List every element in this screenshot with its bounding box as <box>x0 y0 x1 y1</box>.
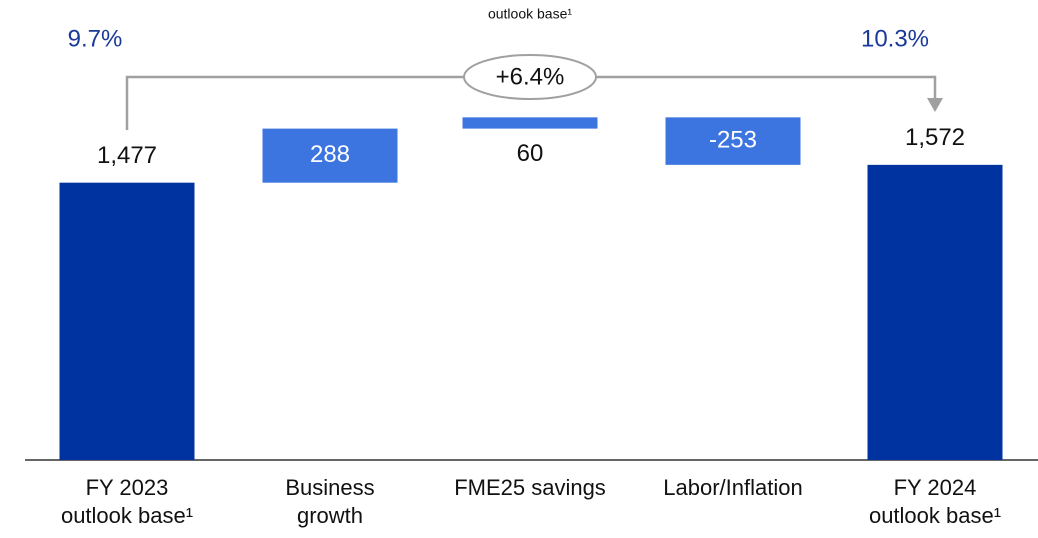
annotation: 10.3% <box>861 25 929 52</box>
annotation: 9.7% <box>68 25 123 52</box>
value-label: 1,477 <box>97 142 157 169</box>
annotation: outlook base¹ <box>488 6 572 22</box>
x-tick-label: Business growth <box>285 475 375 528</box>
annotation: +6.4% <box>496 63 565 90</box>
x-tick-label: Labor/Inflation <box>663 475 803 500</box>
value-label: 60 <box>517 140 544 167</box>
x-tick-label: FY 2024 outlook base¹ <box>868 475 1002 528</box>
value-label: -253 <box>709 126 757 153</box>
x-tick-label: FY 2023 outlook base¹ <box>60 475 194 528</box>
bar <box>867 164 1003 460</box>
value-label: 288 <box>310 141 350 168</box>
bar <box>665 117 801 165</box>
connector-arrow <box>927 98 943 112</box>
x-tick-label: FME25 savings <box>454 475 606 500</box>
growth-ellipse <box>463 54 597 100</box>
value-label: 1,572 <box>905 124 965 151</box>
bar <box>462 117 598 129</box>
bar <box>262 128 398 183</box>
bar <box>59 182 195 460</box>
